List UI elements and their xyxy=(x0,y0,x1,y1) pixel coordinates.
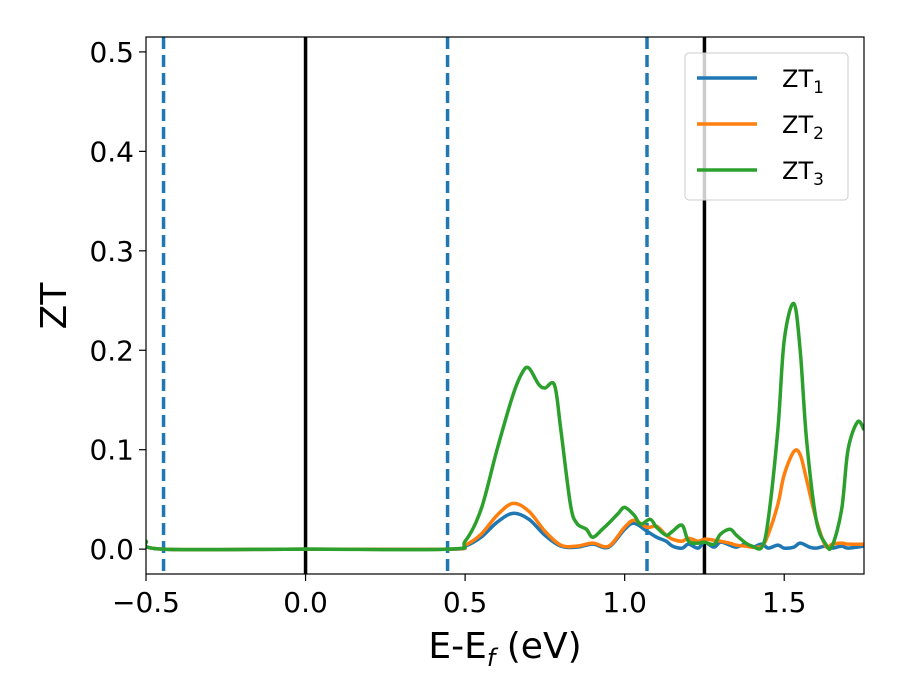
x-tick-label: 1.5 xyxy=(762,586,807,619)
y-tick-label: 0.4 xyxy=(89,135,134,168)
legend-box xyxy=(684,52,849,201)
y-tick-label: 0.5 xyxy=(89,36,134,69)
x-tick-label: 0.5 xyxy=(443,586,488,619)
x-axis-title-main: E-E xyxy=(428,626,486,667)
x-tick-label: −0.5 xyxy=(112,586,180,619)
y-axis-ticks: 0.0 0.1 0.2 0.3 0.4 0.5 xyxy=(89,36,146,566)
x-axis-title: E-Ef (eV) xyxy=(428,626,581,672)
y-tick-label: 0.3 xyxy=(89,235,134,268)
legend-label-3: ZT3 xyxy=(782,157,824,190)
y-axis-title: ZT xyxy=(34,282,75,330)
x-tick-label: 1.0 xyxy=(602,586,647,619)
y-tick-label: 0.0 xyxy=(89,533,134,566)
series-line-3 xyxy=(146,301,864,552)
x-axis-title-tail: (eV) xyxy=(495,626,581,667)
legend-label-2: ZT2 xyxy=(782,111,824,144)
x-axis-ticks: −0.5 0.0 0.5 1.0 1.5 xyxy=(112,574,806,619)
series-lines xyxy=(146,301,864,552)
series-line-1 xyxy=(146,511,864,552)
y-tick-label: 0.1 xyxy=(89,434,134,467)
x-tick-label: 0.0 xyxy=(283,586,328,619)
y-tick-label: 0.2 xyxy=(89,334,134,367)
legend: ZT1 ZT2 ZT3 xyxy=(684,52,849,201)
plot-frame xyxy=(145,36,865,575)
legend-label-1: ZT1 xyxy=(782,65,824,98)
